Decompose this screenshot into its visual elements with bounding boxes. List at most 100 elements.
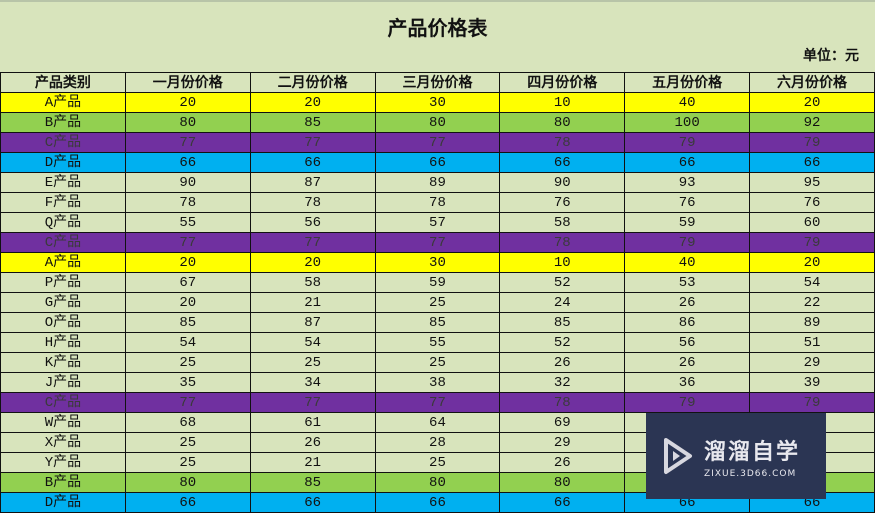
- price-cell[interactable]: 30: [374, 252, 501, 273]
- price-cell[interactable]: 54: [749, 272, 875, 293]
- price-cell[interactable]: 56: [624, 332, 751, 353]
- price-cell[interactable]: 89: [374, 172, 501, 193]
- price-cell[interactable]: 67: [124, 272, 251, 293]
- column-header[interactable]: 产品类别: [0, 72, 126, 93]
- product-cell[interactable]: P产品: [0, 272, 126, 293]
- price-cell[interactable]: 26: [499, 452, 626, 473]
- product-cell[interactable]: C产品: [0, 392, 126, 413]
- product-cell[interactable]: A产品: [0, 92, 126, 113]
- price-cell[interactable]: 26: [499, 352, 626, 373]
- price-cell[interactable]: 28: [374, 432, 501, 453]
- price-cell[interactable]: 79: [624, 392, 751, 413]
- product-cell[interactable]: B产品: [0, 472, 126, 493]
- price-cell[interactable]: 78: [249, 192, 376, 213]
- price-cell[interactable]: 61: [249, 412, 376, 433]
- price-cell[interactable]: 86: [624, 312, 751, 333]
- price-cell[interactable]: 64: [374, 412, 501, 433]
- price-cell[interactable]: 90: [499, 172, 626, 193]
- price-cell[interactable]: 93: [624, 172, 751, 193]
- product-cell[interactable]: D产品: [0, 152, 126, 173]
- price-cell[interactable]: 25: [124, 452, 251, 473]
- price-cell[interactable]: 53: [624, 272, 751, 293]
- price-cell[interactable]: 58: [499, 212, 626, 233]
- price-cell[interactable]: 79: [749, 392, 875, 413]
- price-cell[interactable]: 66: [374, 152, 501, 173]
- price-cell[interactable]: 34: [249, 372, 376, 393]
- price-cell[interactable]: 60: [749, 212, 875, 233]
- price-cell[interactable]: 26: [624, 292, 751, 313]
- price-cell[interactable]: 77: [374, 392, 501, 413]
- price-cell[interactable]: 52: [499, 272, 626, 293]
- price-cell[interactable]: 77: [374, 132, 501, 153]
- price-cell[interactable]: 79: [624, 132, 751, 153]
- price-cell[interactable]: 35: [124, 372, 251, 393]
- price-cell[interactable]: 26: [249, 432, 376, 453]
- price-cell[interactable]: 80: [499, 112, 626, 133]
- price-cell[interactable]: 24: [499, 292, 626, 313]
- price-cell[interactable]: 20: [749, 252, 875, 273]
- price-cell[interactable]: 10: [499, 92, 626, 113]
- price-cell[interactable]: 22: [749, 292, 875, 313]
- price-cell[interactable]: 25: [124, 432, 251, 453]
- column-header[interactable]: 一月份价格: [124, 72, 251, 93]
- price-cell[interactable]: 95: [749, 172, 875, 193]
- product-cell[interactable]: B产品: [0, 112, 126, 133]
- price-cell[interactable]: 25: [374, 352, 501, 373]
- price-cell[interactable]: 30: [374, 92, 501, 113]
- price-cell[interactable]: 77: [249, 232, 376, 253]
- price-cell[interactable]: 57: [374, 212, 501, 233]
- price-cell[interactable]: 51: [749, 332, 875, 353]
- price-cell[interactable]: 78: [499, 132, 626, 153]
- price-cell[interactable]: 76: [499, 192, 626, 213]
- price-cell[interactable]: 76: [624, 192, 751, 213]
- product-cell[interactable]: O产品: [0, 312, 126, 333]
- price-cell[interactable]: 78: [499, 232, 626, 253]
- price-cell[interactable]: 66: [374, 492, 501, 513]
- price-cell[interactable]: 21: [249, 292, 376, 313]
- price-cell[interactable]: 77: [374, 232, 501, 253]
- price-cell[interactable]: 56: [249, 212, 376, 233]
- price-cell[interactable]: 80: [499, 472, 626, 493]
- column-header[interactable]: 三月份价格: [374, 72, 501, 93]
- price-cell[interactable]: 85: [499, 312, 626, 333]
- product-cell[interactable]: C产品: [0, 132, 126, 153]
- price-cell[interactable]: 38: [374, 372, 501, 393]
- price-cell[interactable]: 66: [499, 152, 626, 173]
- price-cell[interactable]: 29: [749, 352, 875, 373]
- price-cell[interactable]: 40: [624, 92, 751, 113]
- price-cell[interactable]: 25: [249, 352, 376, 373]
- price-cell[interactable]: 66: [749, 152, 875, 173]
- price-cell[interactable]: 80: [124, 112, 251, 133]
- price-cell[interactable]: 87: [249, 172, 376, 193]
- column-header[interactable]: 四月份价格: [499, 72, 626, 93]
- price-cell[interactable]: 87: [249, 312, 376, 333]
- price-cell[interactable]: 66: [624, 152, 751, 173]
- price-cell[interactable]: 59: [374, 272, 501, 293]
- product-cell[interactable]: E产品: [0, 172, 126, 193]
- price-cell[interactable]: 66: [249, 492, 376, 513]
- product-cell[interactable]: G产品: [0, 292, 126, 313]
- price-cell[interactable]: 77: [249, 132, 376, 153]
- price-cell[interactable]: 10: [499, 252, 626, 273]
- product-cell[interactable]: C产品: [0, 232, 126, 253]
- price-cell[interactable]: 32: [499, 372, 626, 393]
- price-cell[interactable]: 21: [249, 452, 376, 473]
- price-cell[interactable]: 54: [249, 332, 376, 353]
- column-header[interactable]: 五月份价格: [624, 72, 751, 93]
- price-cell[interactable]: 77: [124, 232, 251, 253]
- price-cell[interactable]: 66: [249, 152, 376, 173]
- price-cell[interactable]: 80: [124, 472, 251, 493]
- price-cell[interactable]: 54: [124, 332, 251, 353]
- price-cell[interactable]: 78: [124, 192, 251, 213]
- price-cell[interactable]: 29: [499, 432, 626, 453]
- price-cell[interactable]: 52: [499, 332, 626, 353]
- product-cell[interactable]: K产品: [0, 352, 126, 373]
- column-header[interactable]: 六月份价格: [749, 72, 875, 93]
- price-cell[interactable]: 59: [624, 212, 751, 233]
- price-cell[interactable]: 100: [624, 112, 751, 133]
- price-cell[interactable]: 89: [749, 312, 875, 333]
- price-cell[interactable]: 20: [249, 92, 376, 113]
- price-cell[interactable]: 39: [749, 372, 875, 393]
- price-cell[interactable]: 66: [124, 492, 251, 513]
- price-cell[interactable]: 26: [624, 352, 751, 373]
